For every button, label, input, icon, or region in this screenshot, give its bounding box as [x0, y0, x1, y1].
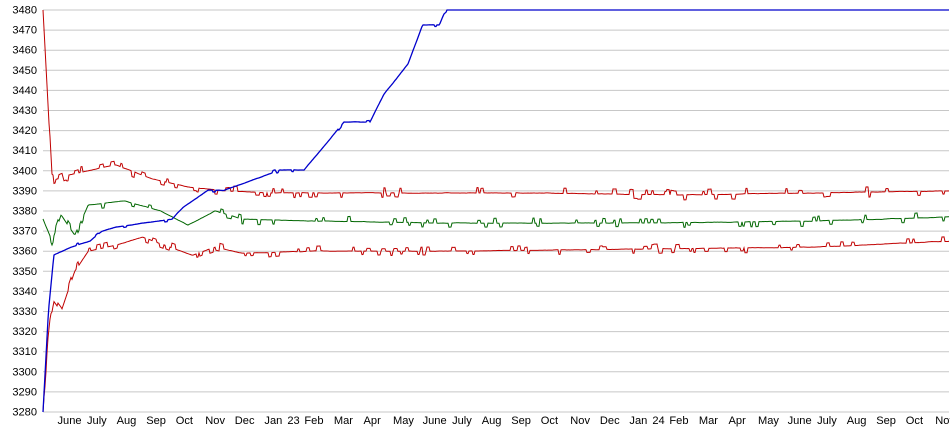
svg-text:3470: 3470 [12, 25, 37, 37]
svg-text:Feb: Feb [669, 415, 688, 427]
svg-text:3340: 3340 [12, 286, 37, 298]
svg-text:3440: 3440 [12, 85, 37, 97]
svg-text:3310: 3310 [12, 346, 37, 358]
svg-text:Nov: Nov [205, 415, 225, 427]
svg-text:3380: 3380 [12, 206, 37, 218]
svg-text:3450: 3450 [12, 65, 37, 77]
svg-text:July: July [87, 415, 107, 427]
svg-text:3360: 3360 [12, 246, 37, 258]
svg-text:Aug: Aug [847, 415, 867, 427]
svg-text:July: July [817, 415, 837, 427]
svg-text:Dec: Dec [235, 415, 255, 427]
svg-text:June: June [423, 415, 447, 427]
svg-text:Oct: Oct [906, 415, 923, 427]
svg-text:3280: 3280 [12, 407, 37, 419]
svg-text:3420: 3420 [12, 125, 37, 137]
svg-text:Sep: Sep [876, 415, 896, 427]
svg-text:May: May [393, 415, 414, 427]
svg-text:3330: 3330 [12, 306, 37, 318]
svg-text:Oct: Oct [541, 415, 558, 427]
svg-text:Apr: Apr [729, 415, 747, 427]
svg-text:Jan: Jan [264, 415, 282, 427]
svg-text:Oct: Oct [176, 415, 193, 427]
svg-text:June: June [58, 415, 82, 427]
svg-text:3430: 3430 [12, 105, 37, 117]
svg-text:3460: 3460 [12, 45, 37, 57]
svg-text:Apr: Apr [364, 415, 382, 427]
svg-text:Sep: Sep [511, 415, 531, 427]
svg-text:3390: 3390 [12, 185, 37, 197]
svg-text:3480: 3480 [12, 5, 37, 17]
svg-text:July: July [452, 415, 472, 427]
svg-text:23: 23 [287, 415, 299, 427]
svg-text:3410: 3410 [12, 145, 37, 157]
svg-text:3320: 3320 [12, 326, 37, 338]
svg-text:June: June [788, 415, 812, 427]
svg-text:Jan: Jan [629, 415, 647, 427]
svg-text:Sep: Sep [146, 415, 166, 427]
svg-text:24: 24 [652, 415, 664, 427]
svg-text:3400: 3400 [12, 165, 37, 177]
svg-text:Dec: Dec [600, 415, 620, 427]
svg-text:3350: 3350 [12, 266, 37, 278]
svg-text:May: May [758, 415, 779, 427]
svg-text:Mar: Mar [699, 415, 718, 427]
svg-text:Mar: Mar [334, 415, 353, 427]
svg-text:Nov: Nov [570, 415, 590, 427]
svg-text:Aug: Aug [117, 415, 137, 427]
svg-text:Aug: Aug [482, 415, 502, 427]
svg-text:3300: 3300 [12, 366, 37, 378]
svg-text:3290: 3290 [12, 386, 37, 398]
svg-text:Nov: Nov [935, 415, 950, 427]
svg-text:Feb: Feb [304, 415, 323, 427]
svg-text:3370: 3370 [12, 226, 37, 238]
